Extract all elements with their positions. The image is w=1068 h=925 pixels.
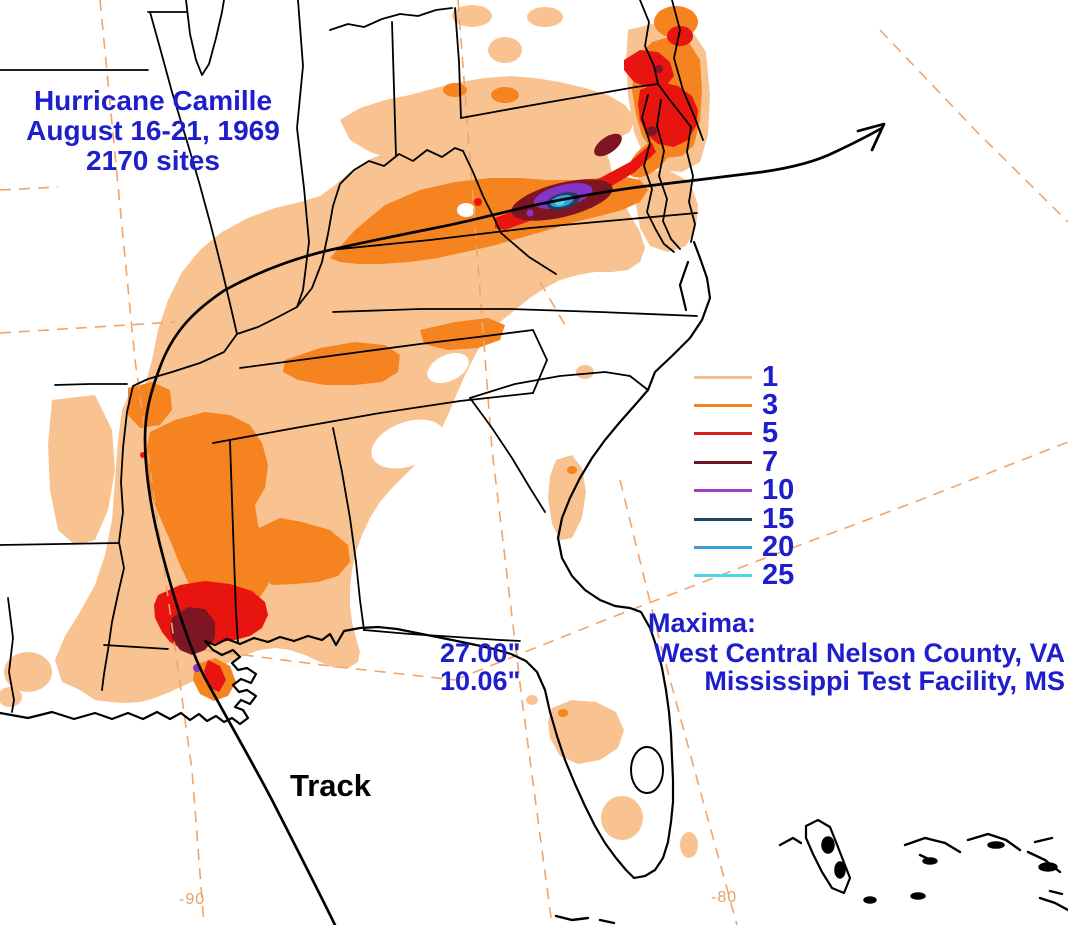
legend-swatch-7in [694,460,752,464]
legend-row-3in: 3 [694,389,794,422]
track-arrowhead [856,122,886,152]
legend-row-15in: 15 [694,502,795,535]
legend-row-1in: 1 [694,360,794,393]
legend-swatch-20in [694,546,752,550]
legend-label-5in: 5 [762,417,779,450]
longitude-label-90w: -90 [179,891,206,908]
maxima-heading: Maxima: [648,608,757,638]
legend-label-25in: 25 [762,559,795,592]
legend-label-1in: 1 [762,360,779,393]
legend-label-7in: 7 [762,445,779,478]
maxima-location-virginia: West Central Nelson County, VA [653,638,1065,668]
legend-swatch-25in [694,574,752,578]
legend-label-10in: 10 [762,474,795,507]
legend-row-10in: 10 [694,474,795,507]
legend-label-15in: 15 [762,502,795,535]
legend-swatch-5in [694,432,752,436]
longitude-label-80w: -80 [711,889,738,906]
coastline [0,240,712,880]
title-line-dates: August 16-21, 1969 [26,115,280,146]
legend-swatch-1in [694,375,752,379]
legend-row-25in: 25 [694,559,795,592]
rainfall-legend: 1 3 5 7 10 15 20 25 [694,360,795,592]
islands [554,818,1068,925]
maxima-amount-mississippi: 10.06" [440,666,521,696]
state-borders [0,0,704,713]
title-line-storm: Hurricane Camille [33,85,273,116]
legend-row-7in: 7 [694,445,794,478]
legend-swatch-15in [694,517,752,521]
maxima-row-virginia: 27.00" West Central Nelson County, VA [440,639,1065,667]
legend-row-20in: 20 [694,531,795,564]
legend-label-3in: 3 [762,389,779,422]
track-label: Track [290,768,372,803]
title-line-sites: 2170 sites [86,145,220,176]
hurricane-track [143,122,886,925]
legend-row-5in: 5 [694,417,794,450]
legend-label-20in: 20 [762,531,795,564]
legend-swatch-10in [694,489,752,493]
maxima-amount-virginia: 27.00" [440,638,521,668]
legend-swatch-3in [694,404,752,408]
maxima-row-mississippi: 10.06" Mississippi Test Facility, MS [440,667,1065,695]
map-title: Hurricane Camille August 16-21, 1969 217… [0,86,306,176]
maxima-location-mississippi: Mississippi Test Facility, MS [704,666,1065,696]
